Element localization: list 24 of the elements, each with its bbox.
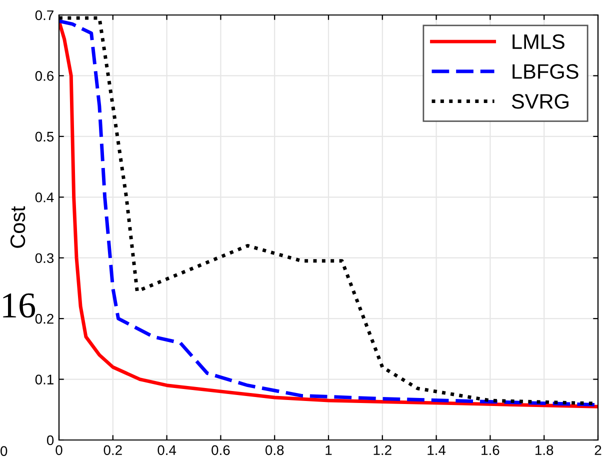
x-tick-label: 0.8 [265, 445, 284, 456]
y-tick-label: 0.2 [35, 314, 54, 324]
legend-label: LMLS [512, 34, 564, 50]
x-tick-label: 1.8 [536, 445, 554, 456]
text: 16 [3, 293, 36, 318]
legend-label: LBFGS [512, 64, 578, 79]
y-tick-label: 0.3 [35, 253, 54, 264]
x-tick-label: 1 [326, 445, 332, 455]
x-tick-label: 0 [56, 445, 62, 456]
x-tick-label: 1.2 [374, 445, 392, 455]
y-axis-title: Cost [10, 206, 26, 248]
y-tick-label: 0 [46, 435, 54, 446]
x-tick-label: 1.6 [482, 445, 500, 456]
y-tick-label: 0.7 [35, 10, 54, 20]
x-tick-label: 0.4 [158, 445, 176, 456]
x-tick-label: 0.6 [212, 445, 230, 456]
y-tick-label: 0.1 [35, 374, 54, 384]
x-tick-label: 2 [594, 445, 602, 455]
y-tick-label: 0.4 [35, 192, 54, 202]
x-tick-label: 1.4 [428, 445, 446, 455]
legend-label: SVRG [512, 94, 568, 109]
y-tick-label: 0.6 [35, 71, 54, 81]
y-tick-label: 0.5 [35, 132, 54, 142]
x-tick-label: 0.2 [104, 445, 122, 456]
